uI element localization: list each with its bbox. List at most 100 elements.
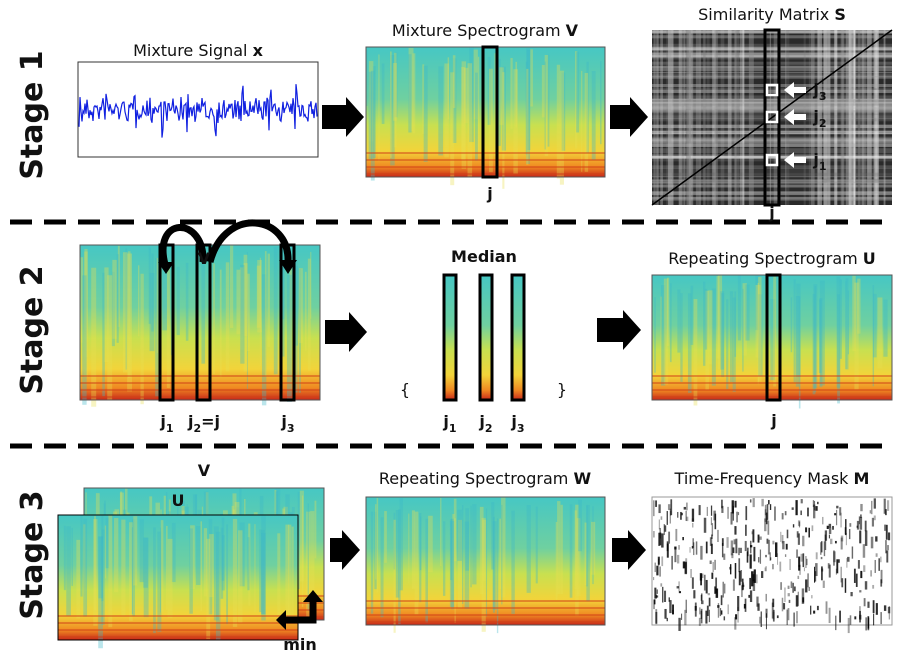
mask-texture (888, 532, 891, 541)
mask-texture (836, 505, 839, 509)
matrix-texture (652, 197, 892, 201)
spectrogram-texture (98, 536, 103, 599)
spectrogram-band (366, 173, 605, 175)
mask-texture (736, 511, 738, 523)
spectrogram-texture (559, 70, 564, 185)
mask-texture (717, 529, 719, 543)
mask-texture (714, 513, 717, 530)
spectrogram-texture (498, 58, 501, 146)
spectrogram-texture (143, 537, 148, 588)
mask-texture (827, 563, 830, 569)
mask-texture (780, 582, 783, 590)
mask-texture (656, 565, 659, 576)
spectrogram-texture (569, 504, 573, 598)
title-var: x (253, 41, 264, 60)
mask-texture (659, 566, 661, 577)
mask-texture (859, 590, 862, 593)
spectrogram-texture (84, 251, 88, 377)
matrix-texture (748, 30, 754, 205)
spectrogram-texture (94, 516, 97, 610)
spectrogram-texture (261, 515, 266, 615)
spectrogram-texture (857, 278, 861, 334)
mask-texture (738, 558, 741, 573)
arrow-head (158, 262, 174, 274)
spectrogram-texture (818, 299, 822, 373)
spectrogram-band (652, 389, 892, 391)
spectrogram-texture (796, 283, 801, 378)
mask-texture (659, 527, 661, 539)
mask-texture (785, 543, 788, 550)
mask-texture (734, 617, 737, 630)
mask-texture (689, 547, 691, 553)
spectrogram-texture (394, 52, 397, 148)
spectrogram-texture (229, 245, 234, 329)
mask-texture (863, 598, 866, 607)
matrix-texture (652, 124, 892, 129)
spectrogram-band (652, 375, 892, 377)
matrix-texture (689, 30, 694, 205)
mask-texture (883, 498, 886, 514)
mask-texture (753, 546, 756, 562)
spectrogram (652, 275, 892, 400)
matrix-texture (652, 49, 892, 52)
mask-texture (678, 545, 680, 550)
spectrogram-texture (247, 273, 250, 352)
spectrogram-texture (301, 495, 304, 608)
matrix-texture (712, 30, 716, 205)
label-base: j (812, 80, 818, 99)
spectrogram-texture (131, 527, 133, 615)
spectrogram-texture (526, 48, 531, 164)
mask-texture (799, 564, 801, 575)
spectrogram-texture (91, 267, 97, 407)
spectrogram-texture (819, 280, 825, 386)
matrix-texture (652, 55, 892, 58)
title-var: V (566, 21, 579, 40)
mask-texture (828, 607, 831, 624)
spectrogram-texture (423, 65, 428, 162)
mask-texture (771, 602, 774, 619)
matrix-texture (652, 61, 892, 65)
spectrogram-texture (845, 278, 849, 370)
mask-texture (840, 535, 844, 542)
spectrogram-texture (378, 54, 380, 162)
mask-texture (884, 509, 887, 516)
mask-texture (860, 514, 862, 518)
mask-texture (678, 591, 682, 594)
spectrogram-texture (243, 254, 248, 372)
mask-texture (699, 607, 701, 615)
mask-texture (695, 541, 698, 555)
spectrogram-texture (390, 55, 395, 166)
spectrogram-texture (584, 522, 587, 585)
spectrogram-texture (450, 72, 455, 186)
mask-texture (751, 531, 753, 535)
mask-texture (796, 611, 798, 624)
mask-texture (837, 559, 840, 563)
matrix-texture (773, 30, 778, 205)
spectrogram-texture (711, 288, 716, 386)
mask-texture (703, 574, 706, 591)
matrix-texture (817, 30, 822, 205)
mask-texture (715, 577, 718, 594)
spectrogram-texture (372, 66, 376, 159)
mask-texture (805, 556, 807, 568)
matrix-texture (678, 30, 682, 205)
matrix-texture (683, 30, 686, 205)
spectrogram-texture (220, 527, 224, 599)
spectrogram (58, 515, 298, 640)
spectrogram-texture (111, 271, 115, 347)
spectrogram-texture (149, 272, 155, 352)
spectrogram-texture (102, 272, 105, 397)
spectrogram-label: V (198, 461, 211, 480)
mask-texture (768, 500, 770, 505)
mask-texture (692, 538, 694, 548)
mask-texture (797, 575, 800, 580)
mask-texture (711, 572, 714, 579)
spectrogram-texture (104, 525, 107, 579)
matrix-texture (652, 156, 892, 162)
mask-texture (817, 501, 819, 505)
mask-texture (880, 612, 882, 625)
mask-texture (745, 506, 748, 521)
matrix-texture (652, 30, 892, 33)
matrix-texture (652, 148, 892, 154)
spectrogram-texture (392, 63, 397, 121)
